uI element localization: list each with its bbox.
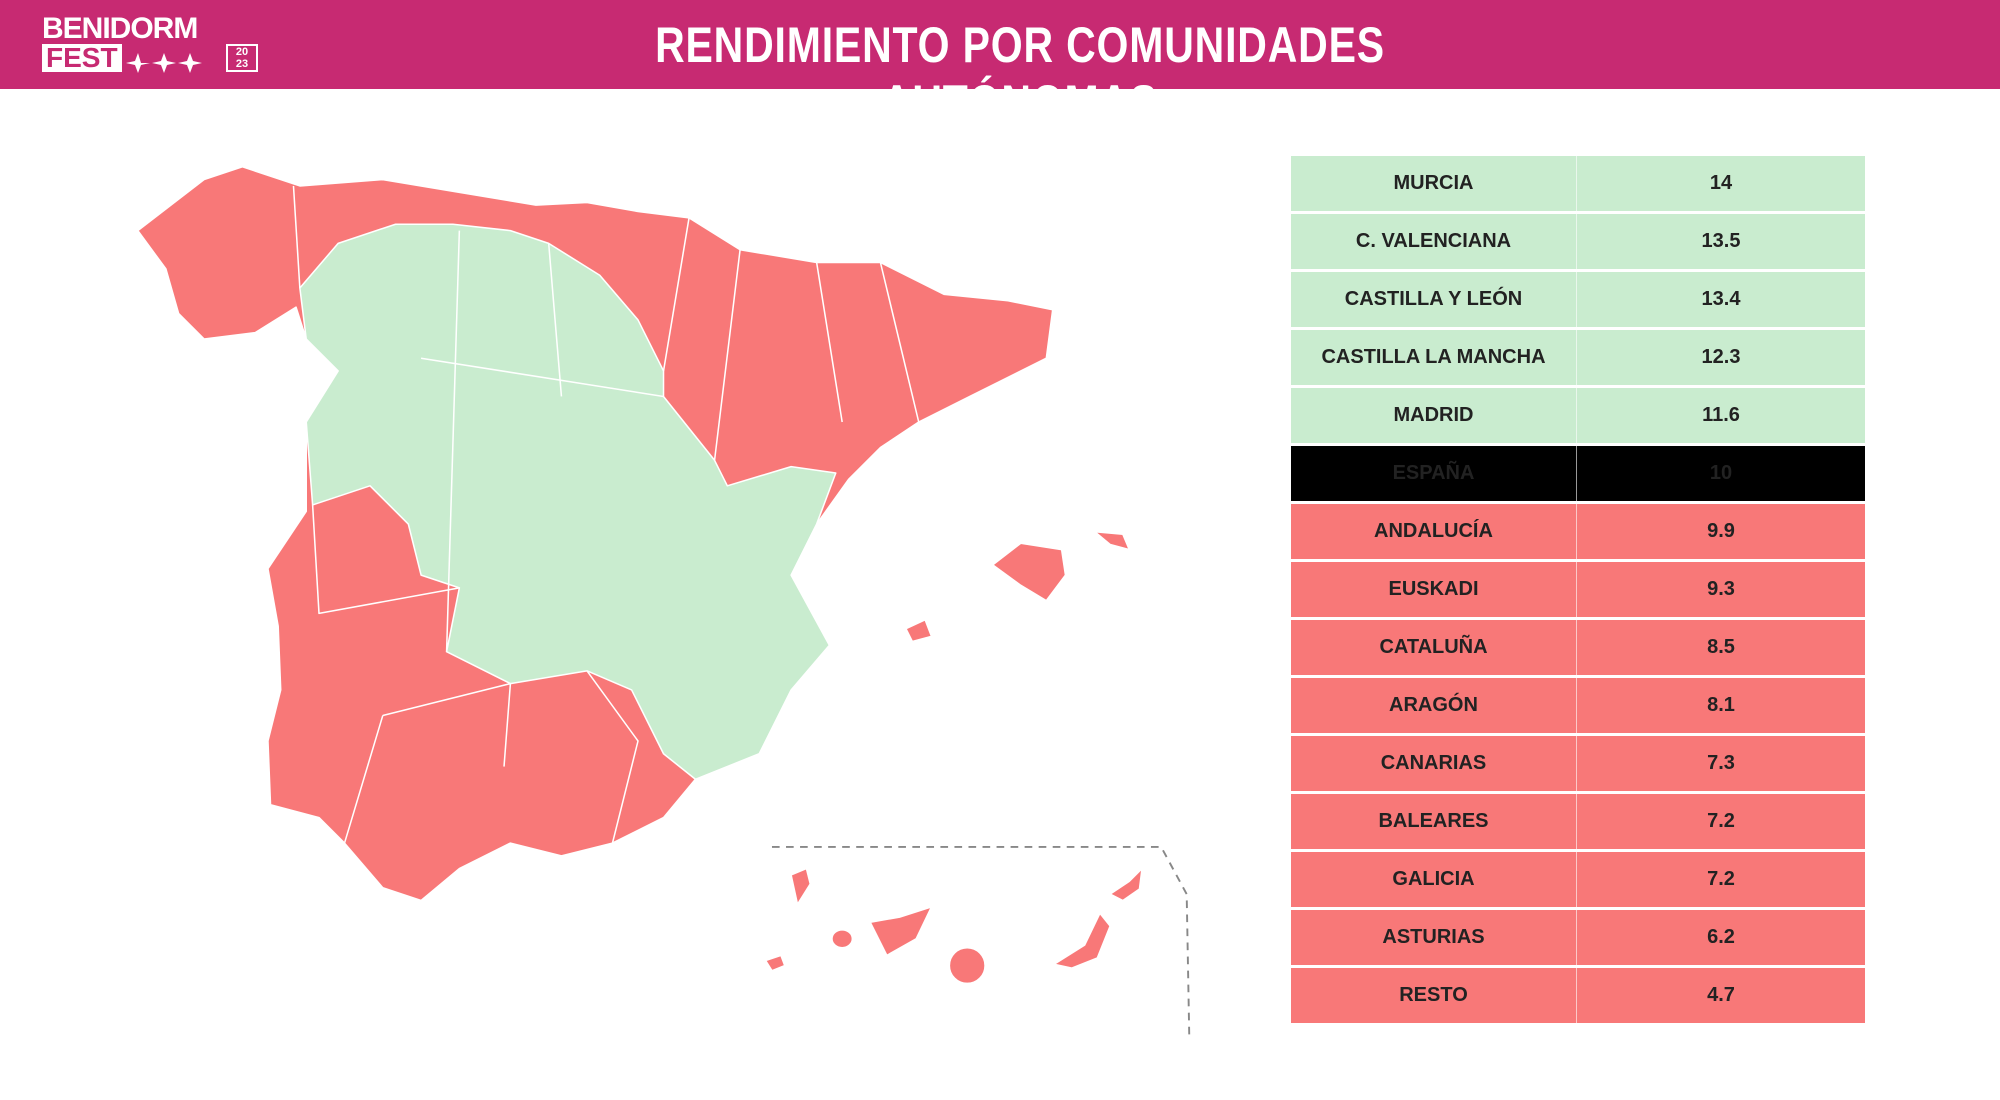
table-row: MADRID 11.6: [1291, 386, 1865, 446]
region-value: 10: [1576, 444, 1865, 504]
header: BENIDORM FEST 20 23 RENDIMIENTO POR COMU…: [0, 0, 2000, 131]
map: [137, 166, 1191, 1035]
region-name: CASTILLA LA MANCHA: [1291, 328, 1577, 388]
logo: BENIDORM FEST 20 23: [42, 12, 258, 75]
table-row: C. VALENCIANA 13.5: [1291, 212, 1865, 272]
region-name: RESTO: [1291, 966, 1577, 1026]
region-name: ASTURIAS: [1291, 908, 1577, 968]
ranking-table: MURCIA 14 C. VALENCIANA 13.5 CASTILLA Y LEÓN…: [1291, 156, 1865, 1026]
table-row: ASTURIAS 6.2: [1291, 908, 1865, 968]
region-name: ANDALUCÍA: [1291, 502, 1577, 562]
table-row: CANARIAS 7.3: [1291, 734, 1865, 794]
region-value: 8.5: [1576, 618, 1865, 678]
table-row: EUSKADI 9.3: [1291, 560, 1865, 620]
table-row: GALICIA 7.2: [1291, 850, 1865, 910]
logo-year-part: 23: [235, 58, 249, 70]
region-value: 7.2: [1576, 792, 1865, 852]
region-name: GALICIA: [1291, 850, 1577, 910]
table-row: ANDALUCÍA 9.9: [1291, 502, 1865, 562]
island: [905, 530, 1131, 643]
table-row: BALEARES 7.2: [1291, 792, 1865, 852]
title: RENDIMIENTO POR COMUNIDADES AUTÓNOMAS: [655, 17, 1385, 131]
logo-stars: [126, 52, 203, 73]
region-value: 12.3: [1576, 328, 1865, 388]
region-name: C. VALENCIANA: [1291, 212, 1577, 272]
region-name: BALEARES: [1291, 792, 1577, 852]
region-value: 7.2: [1576, 850, 1865, 910]
logo-text: BENIDORM: [42, 12, 198, 45]
region-value: 11.6: [1576, 386, 1865, 446]
table-row: CATALUÑA 8.5: [1291, 618, 1865, 678]
region-name: ARAGÓN: [1291, 676, 1577, 736]
region-value: 14: [1576, 156, 1865, 214]
region-value: 13.4: [1576, 270, 1865, 330]
region-name: CANARIAS: [1291, 734, 1577, 794]
table-row: RESTO 4.7: [1291, 966, 1865, 1026]
region-value: 9.9: [1576, 502, 1865, 562]
table-row: ARAGÓN 8.1: [1291, 676, 1865, 736]
region-name: CASTILLA Y LEÓN: [1291, 270, 1577, 330]
region-name: CATALUÑA: [1291, 618, 1577, 678]
table-row: CASTILLA Y LEÓN 13.4: [1291, 270, 1865, 330]
region-name: ESPAÑA: [1291, 444, 1577, 504]
region-value: 6.2: [1576, 908, 1865, 968]
region-high: [299, 223, 837, 781]
border: [292, 185, 920, 844]
region-value: 9.3: [1576, 560, 1865, 620]
table-row: CASTILLA LA MANCHA 12.3: [1291, 328, 1865, 388]
logo-text: FEST: [42, 44, 122, 72]
region-name: MURCIA: [1291, 156, 1577, 214]
region-value: 13.5: [1576, 212, 1865, 272]
region-name: MADRID: [1291, 386, 1577, 446]
region-name: EUSKADI: [1291, 560, 1577, 620]
table-row: MURCIA 14: [1291, 156, 1865, 214]
region-value: 4.7: [1576, 966, 1865, 1026]
table-row: ESPAÑA 10: [1291, 444, 1865, 504]
logo-year: 20 23: [226, 44, 258, 72]
region-value: 8.1: [1576, 676, 1865, 736]
logo-year-part: 20: [235, 46, 249, 58]
region-value: 7.3: [1576, 734, 1865, 794]
canary-islands: [764, 867, 1143, 985]
